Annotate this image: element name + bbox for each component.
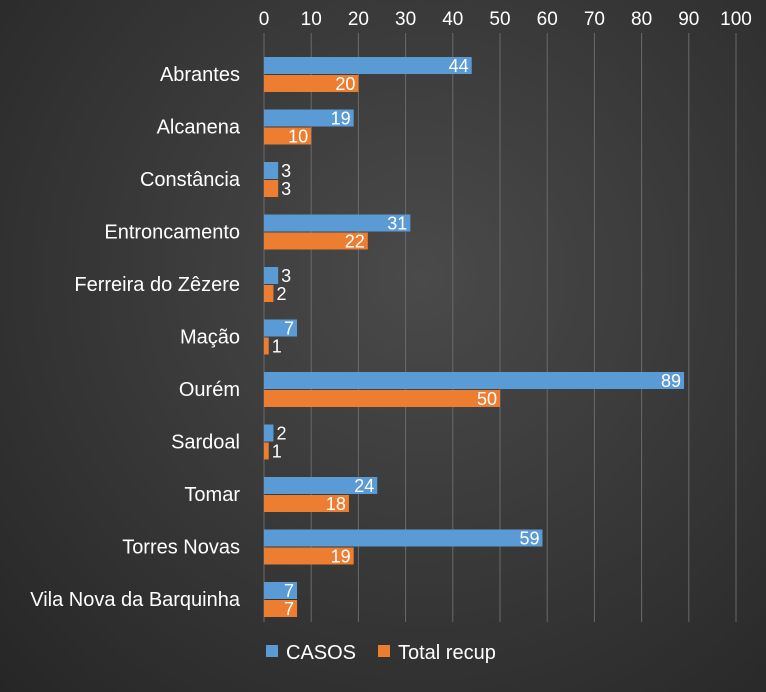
x-tick-label: 40 [442,9,463,30]
bar-casos [264,109,354,127]
data-label: 22 [345,232,365,252]
category-label: Mação [180,327,240,349]
bar-total-recup [264,547,354,565]
category-label: Vila Nova da Barquinha [30,589,241,611]
bar-total-recup [264,442,269,460]
category-label: Tomar [184,484,240,506]
category-label: Abrantes [160,64,240,86]
bar-casos [264,162,279,179]
bar-casos [264,424,274,442]
data-label: 18 [326,494,346,514]
category-label: Torres Novas [122,537,240,559]
data-label: 7 [284,599,294,619]
data-label: 2 [276,424,286,444]
x-tick-label: 10 [301,9,322,30]
bar-total-recup [264,127,312,145]
category-label: Sardoal [171,432,240,454]
bar-total-recup [264,390,500,407]
category-label: Constância [140,169,241,191]
category-labels: Abrantes Alcanena Constância Entroncamento F… [30,64,241,611]
bar-casos [264,477,378,494]
x-tick-label: 30 [395,9,416,30]
x-tick-label: 60 [537,9,558,30]
data-label: 3 [281,161,291,181]
legend-swatch [378,645,390,657]
data-label: 2 [276,284,286,304]
x-tick-label: 50 [489,9,510,30]
bar-total-recup [264,337,269,355]
bar-total-recup [264,600,298,617]
bar-casos [264,529,543,547]
x-tick-label: 100 [720,9,752,30]
x-tick-label: 20 [348,9,369,30]
x-tick-label: 70 [584,9,605,30]
legend-label: Total recup [398,642,496,664]
category-label: Entroncamento [104,222,240,244]
data-label: 31 [387,214,407,234]
legend: CASOS Total recup [266,642,496,664]
data-label: 24 [354,476,374,496]
x-axis-tick-labels: 0 10 20 30 40 50 60 70 80 90 100 [259,9,752,30]
data-label: 19 [331,109,351,129]
x-tick-label: 80 [631,9,652,30]
category-label: Ferreira do Zêzere [74,274,240,296]
bar-casos [264,57,472,74]
data-label: 44 [449,56,469,76]
bar-total-recup [264,232,368,250]
bar-casos [264,372,685,389]
legend-label: CASOS [286,642,356,664]
bar-total-recup [264,75,359,92]
bar-casos [264,582,298,599]
bar-casos [264,214,411,232]
data-label: 7 [284,581,294,601]
category-label: Ourém [179,379,240,401]
data-label: 10 [288,127,308,147]
data-label: 59 [519,529,539,549]
data-label: 19 [331,547,351,567]
bar-total-recup [264,495,349,512]
data-label: 7 [284,319,294,339]
data-label: 89 [661,371,681,391]
data-label: 3 [281,179,291,199]
legend-swatch [266,645,278,657]
x-tick-label: 90 [678,9,699,30]
data-label: 50 [477,389,497,409]
data-label: 1 [272,442,282,462]
bar-casos [264,319,298,337]
data-label: 1 [272,337,282,357]
data-label: 3 [281,266,291,286]
bar-casos [264,267,279,284]
bar-total-recup [264,285,274,302]
category-label: Alcanena [157,117,241,139]
data-label: 20 [335,74,355,94]
x-tick-label: 0 [259,9,270,30]
bar-total-recup [264,180,279,197]
